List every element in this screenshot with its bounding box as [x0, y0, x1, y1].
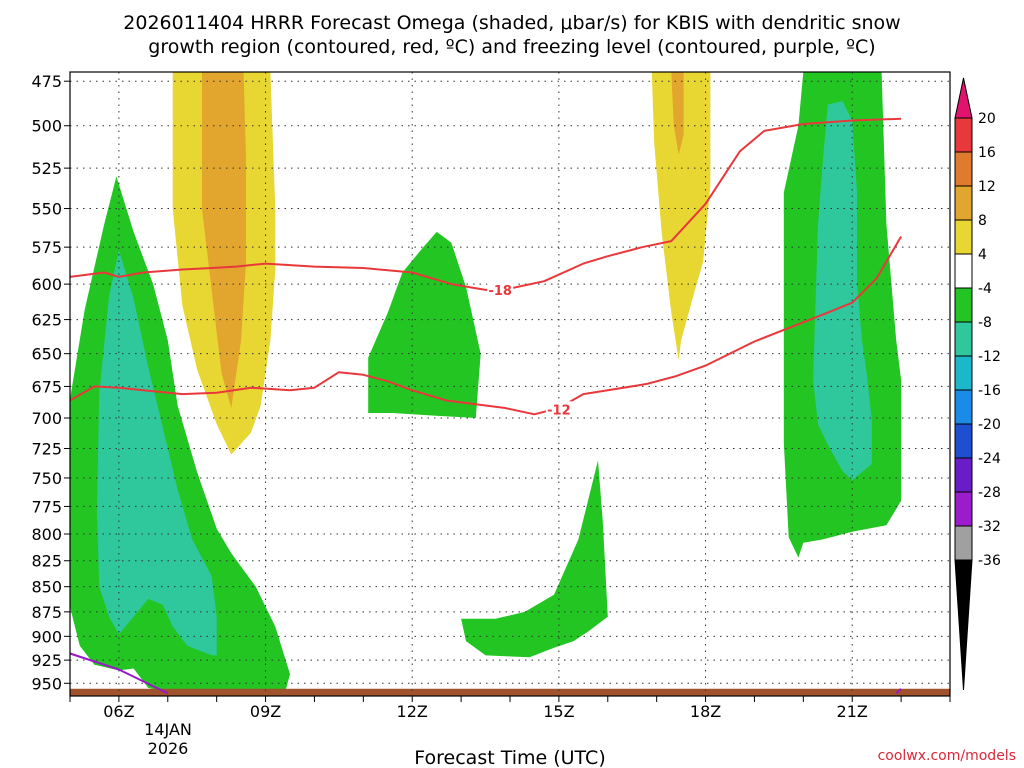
contour-line-1 — [69, 235, 902, 416]
y-axis: 475 500 525 550 575 600 625 650 675 700 725 750 775 8… — [31, 72, 70, 693]
credit-text[interactable]: coolwx.com/models — [878, 748, 1016, 764]
y-tick-label: 725 — [31, 440, 62, 459]
colorbar-swatch-2 — [954, 185, 973, 221]
colorbar-tick-label: -4 — [978, 281, 992, 297]
colorbar-tick-label: 12 — [978, 179, 996, 195]
colorbar-tick-label: -16 — [978, 383, 1001, 399]
colorbar-tick-label: -28 — [978, 485, 1001, 501]
y-tick-label: 875 — [31, 603, 62, 622]
contour-label-bg — [487, 281, 514, 297]
omega-region-5 — [96, 250, 217, 656]
y-tick-label: 675 — [31, 377, 62, 396]
colorbar-top-arrow — [954, 77, 973, 119]
colorbar-swatch-1 — [954, 151, 973, 187]
y-tick-label: 525 — [31, 159, 62, 178]
x-tick-label: 18Z — [690, 702, 721, 721]
omega-region-1 — [202, 72, 246, 408]
contour-label: -18 — [488, 284, 512, 299]
x-axis: 06Z 09Z 12Z 15Z 18Z 21Z — [69, 696, 951, 721]
colorbar-swatch-6 — [954, 321, 973, 357]
omega-shading — [70, 72, 902, 695]
colorbar-swatch-5 — [954, 287, 973, 323]
y-tick-label: 750 — [31, 469, 62, 488]
colorbar-swatch-3 — [954, 219, 973, 255]
contour-line-3 — [895, 688, 902, 695]
colorbar-bottom-arrow — [954, 559, 973, 691]
colorbar-swatch-10 — [954, 457, 973, 493]
y-tick-label: 575 — [31, 238, 62, 257]
y-tick-label: 475 — [31, 72, 62, 91]
y-tick-label: 950 — [31, 674, 62, 693]
y-tick-label: 925 — [31, 651, 62, 670]
x-tick-label: 09Z — [250, 702, 281, 721]
colorbar-swatch-0 — [954, 117, 973, 153]
colorbar-tick-label: -20 — [978, 417, 1001, 433]
chart-title-line1: 2026011404 HRRR Forecast Omega (shaded, … — [123, 12, 900, 34]
colorbar-swatch-8 — [954, 389, 973, 425]
colorbar-tick-label: 20 — [978, 111, 996, 127]
colorbar-swatch-12 — [954, 525, 973, 561]
y-tick-label: 775 — [31, 497, 62, 516]
y-tick-label: 825 — [31, 552, 62, 571]
grid-lines — [70, 72, 950, 696]
y-tick-label: 550 — [31, 200, 62, 219]
terrain-strip — [70, 688, 950, 696]
omega-region-9 — [813, 101, 872, 481]
colorbar-swatch-9 — [954, 423, 973, 459]
colorbar-tick-label: -24 — [978, 451, 1001, 467]
omega-region-6 — [368, 231, 481, 418]
x-tick-label: 06Z — [103, 702, 134, 721]
colorbar-tick-label: -8 — [978, 315, 992, 331]
y-tick-label: 850 — [31, 578, 62, 597]
x-tick-label: 12Z — [397, 702, 428, 721]
contour-label-bg — [545, 401, 572, 417]
y-tick-label: 650 — [31, 345, 62, 364]
y-tick-label: 600 — [31, 275, 62, 294]
terrain-fill — [70, 688, 950, 696]
colorbar-swatch-11 — [954, 491, 973, 527]
y-tick-label: 900 — [31, 627, 62, 646]
temperature-contours: -18 -12 — [69, 117, 902, 695]
colorbar-tick-label: 4 — [978, 247, 987, 263]
omega-region-3 — [671, 72, 684, 155]
y-tick-label: 500 — [31, 117, 62, 136]
date-label-year: 2026 — [148, 739, 189, 758]
contour-line-2 — [69, 652, 169, 695]
colorbar-tick-label: -36 — [978, 553, 1001, 569]
colorbar-tick-label: 16 — [978, 145, 996, 161]
y-tick-label: 625 — [31, 311, 62, 330]
contour-line-0 — [69, 117, 902, 291]
contour-label: -12 — [547, 403, 571, 418]
omega-region-7 — [461, 460, 608, 658]
chart-title-line2: growth region (contoured, red, ºC) and f… — [148, 36, 875, 58]
colorbar-tick-label: -32 — [978, 519, 1001, 535]
omega-region-2 — [651, 72, 711, 361]
x-tick-label: 21Z — [837, 702, 868, 721]
x-tick-label: 15Z — [543, 702, 574, 721]
colorbar-swatch-7 — [954, 355, 973, 391]
y-tick-label: 800 — [31, 525, 62, 544]
colorbar-tick-label: 8 — [978, 213, 987, 229]
y-tick-label: 700 — [31, 409, 62, 428]
date-label-day: 14JAN — [144, 720, 192, 739]
colorbar: 20 16 12 8 4 -4 -8 -12 -16 -20 -24 -28 -32 -36 — [954, 77, 1001, 691]
colorbar-tick-label: -12 — [978, 349, 1001, 365]
colorbar-swatch-4 — [954, 253, 973, 289]
x-axis-label: Forecast Time (UTC) — [414, 747, 605, 768]
